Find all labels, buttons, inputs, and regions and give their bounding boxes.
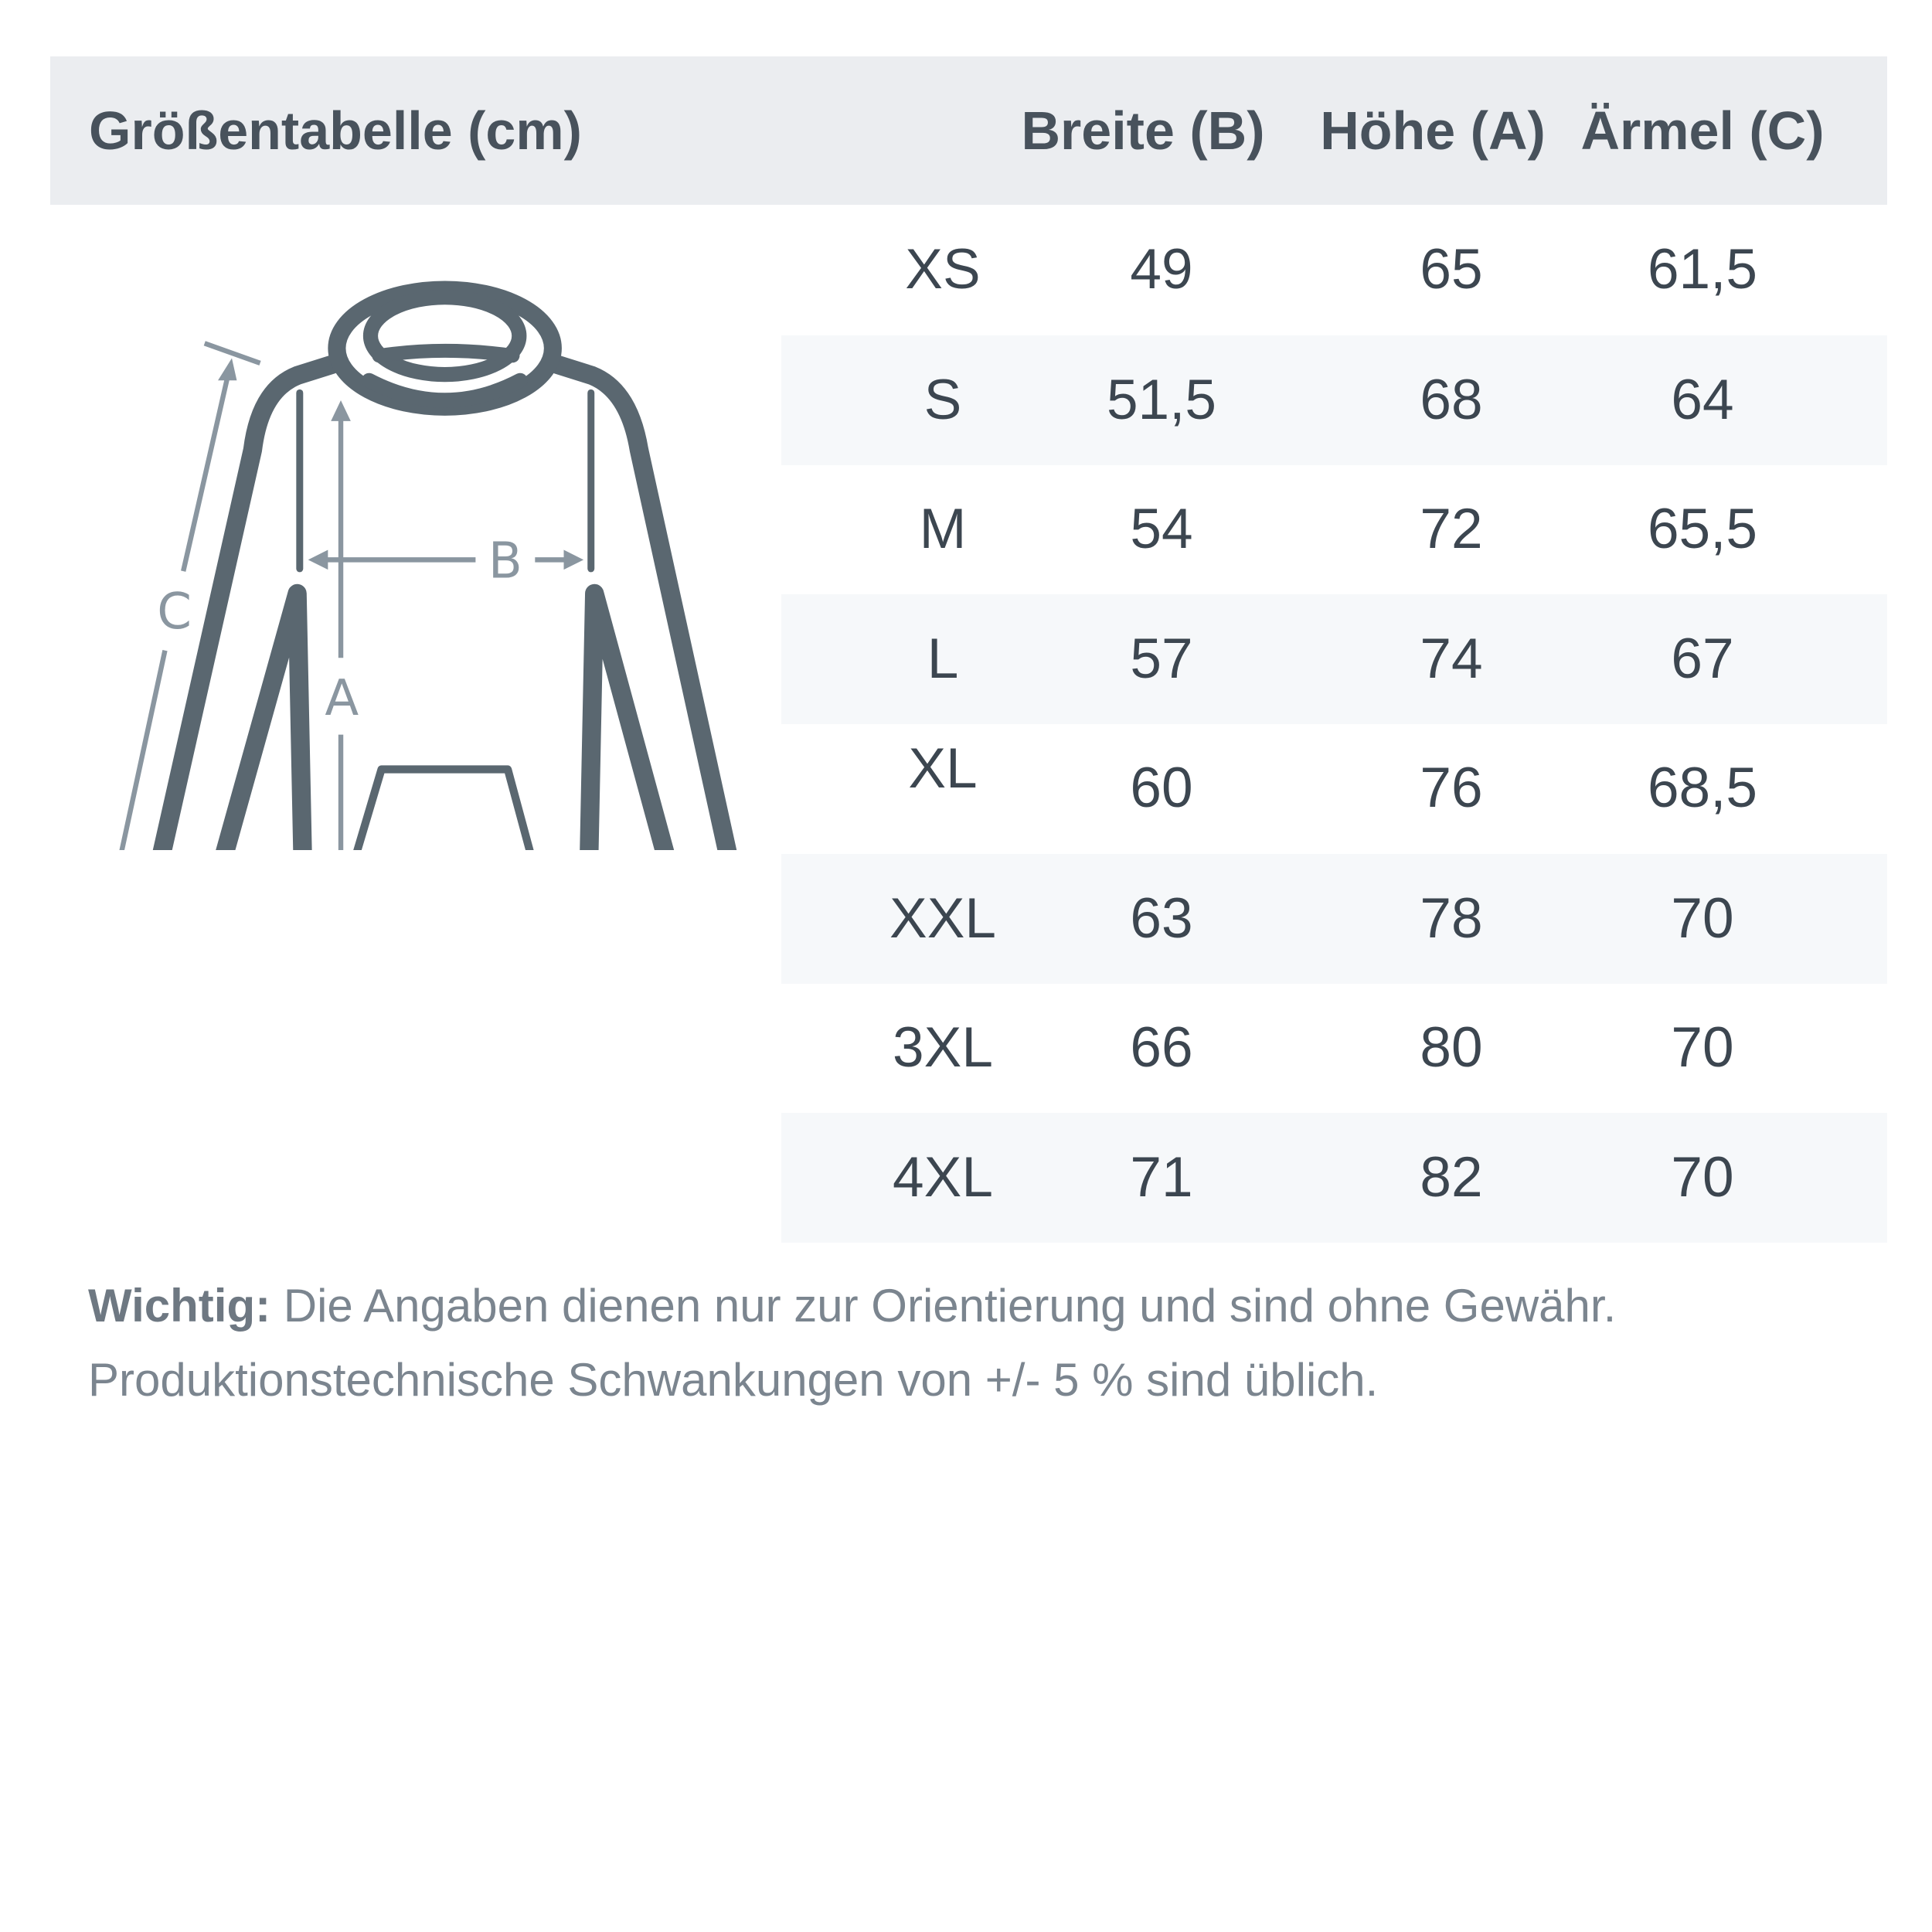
cell-c: 70 bbox=[1671, 1146, 1734, 1209]
label-a: A bbox=[325, 670, 359, 727]
cell-a: 80 bbox=[1420, 1016, 1483, 1079]
cell-b: 49 bbox=[1130, 238, 1193, 301]
cell-a: 72 bbox=[1420, 498, 1483, 560]
table-row: XXL 63 78 70 bbox=[781, 854, 1887, 984]
table-row: L 57 74 67 bbox=[781, 594, 1887, 724]
label-c: C bbox=[157, 583, 192, 641]
table-row: M 54 72 65,5 bbox=[781, 464, 1887, 594]
cell-size: 4XL bbox=[893, 1146, 993, 1209]
column-header-width: Breite (B) bbox=[1021, 100, 1265, 161]
column-header-height: Höhe (A) bbox=[1320, 100, 1546, 161]
cell-b: 60 bbox=[1130, 757, 1193, 819]
cell-c: 68,5 bbox=[1647, 757, 1758, 819]
hoodie-diagram: C A B bbox=[119, 281, 737, 850]
cell-a: 74 bbox=[1420, 628, 1483, 690]
note-text: Die Angaben dienen nur zur Orientierung … bbox=[270, 1280, 1617, 1332]
cell-size: XXL bbox=[889, 887, 996, 950]
table-row: XL 60 76 68,5 bbox=[781, 723, 1887, 853]
hood-collar bbox=[361, 372, 528, 408]
cell-a: 76 bbox=[1420, 757, 1483, 819]
table-header: Größentabelle (cm) Breite (B) Höhe (A) Ä… bbox=[50, 56, 1887, 205]
cell-b: 51,5 bbox=[1106, 369, 1217, 431]
cell-size: S bbox=[923, 369, 962, 431]
cell-b: 71 bbox=[1130, 1146, 1193, 1209]
cell-size: 3XL bbox=[893, 1016, 993, 1079]
cell-c: 61,5 bbox=[1647, 238, 1758, 301]
cell-a: 68 bbox=[1420, 369, 1483, 431]
cell-c: 67 bbox=[1671, 628, 1734, 690]
cell-size: XL bbox=[908, 737, 978, 800]
cell-c: 70 bbox=[1671, 887, 1734, 950]
cell-c: 65,5 bbox=[1647, 498, 1758, 560]
cell-a: 78 bbox=[1420, 887, 1483, 950]
cell-b: 57 bbox=[1130, 628, 1193, 690]
table-row: 3XL 66 80 70 bbox=[781, 983, 1887, 1113]
table-row: S 51,5 68 64 bbox=[781, 335, 1887, 465]
cell-c: 64 bbox=[1671, 369, 1734, 431]
page-title: Größentabelle (cm) bbox=[89, 100, 582, 161]
column-header-sleeve: Ärmel (C) bbox=[1580, 100, 1825, 161]
note-line-1: Wichtig: Die Angaben dienen nur zur Orie… bbox=[88, 1269, 1616, 1343]
pocket bbox=[353, 765, 534, 850]
cell-b: 63 bbox=[1130, 887, 1193, 950]
cell-size: M bbox=[919, 498, 967, 560]
cell-a: 65 bbox=[1420, 238, 1483, 301]
cell-b: 54 bbox=[1130, 498, 1193, 560]
cell-size: XS bbox=[905, 238, 981, 301]
table-row: 4XL 71 82 70 bbox=[781, 1113, 1887, 1243]
table-row: XS 49 65 61,5 bbox=[781, 205, 1887, 335]
cell-a: 82 bbox=[1420, 1146, 1483, 1209]
hood-inner bbox=[362, 290, 527, 383]
cell-c: 70 bbox=[1671, 1016, 1734, 1079]
note-label: Wichtig: bbox=[88, 1280, 271, 1332]
hoodie-body-outline bbox=[152, 355, 737, 850]
note-line-2: Produktionstechnische Schwankungen von +… bbox=[88, 1354, 1379, 1406]
label-b: B bbox=[488, 532, 522, 590]
cell-b: 66 bbox=[1130, 1016, 1193, 1079]
cell-size: L bbox=[927, 628, 959, 690]
